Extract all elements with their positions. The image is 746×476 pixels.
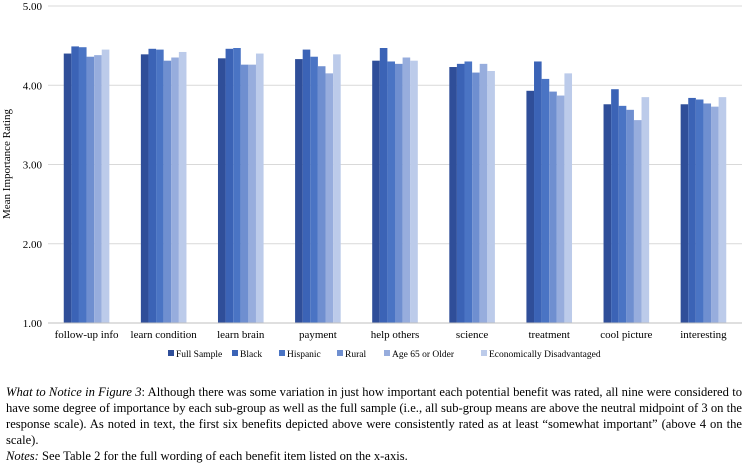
bar-chart: 1.00 2.00 3.00 4.00 5.00 Mean Importance Rat… (1, 1, 742, 360)
y-tick-label: 3.00 (23, 160, 43, 172)
y-tick-label: 1.00 (23, 318, 43, 330)
notes-lead: Notes: (6, 449, 39, 463)
bar (94, 55, 102, 323)
bar (156, 49, 164, 324)
legend-label: Age 65 or Older (392, 350, 455, 360)
x-tick-label: interesting (680, 329, 727, 341)
bar (456, 63, 465, 323)
bar (626, 109, 634, 323)
bar (410, 60, 418, 324)
notice-body: : Although there was some variation in j… (6, 385, 743, 447)
bar (171, 57, 179, 323)
bar (549, 91, 557, 323)
bar (695, 99, 704, 323)
bar (449, 67, 457, 324)
bar (255, 53, 264, 324)
legend-label: Economically Disadvantaged (489, 350, 601, 360)
bar (63, 53, 72, 324)
bar (148, 48, 157, 324)
bar (402, 57, 411, 323)
bar (140, 54, 149, 323)
x-tick-label: help others (371, 329, 420, 341)
bar (333, 54, 341, 323)
figure-caption: What to Notice in Figure 3: Although the… (6, 384, 742, 464)
bar (641, 97, 650, 323)
legend-label: Black (240, 350, 262, 360)
bar (534, 61, 542, 323)
bar (541, 78, 550, 323)
bar (395, 63, 403, 323)
x-tick-label: learn condition (131, 329, 198, 341)
legend-swatch (232, 350, 238, 356)
bar (178, 51, 187, 324)
notes-paragraph: Notes: See Table 2 for the full wording … (6, 448, 742, 464)
y-tick-label: 4.00 (23, 80, 43, 92)
x-tick-label: treatment (528, 329, 570, 341)
x-tick-label: learn brain (217, 329, 265, 341)
notice-lead: What to Notice in Figure 3 (6, 385, 142, 399)
bar (233, 48, 241, 323)
bar (295, 59, 303, 323)
bar (680, 104, 689, 324)
bar (688, 97, 696, 324)
bar (325, 73, 334, 323)
bar (71, 46, 79, 323)
bar (302, 49, 311, 324)
legend-label: Rural (345, 350, 366, 360)
bar (703, 103, 712, 323)
bar (78, 47, 87, 324)
bar (487, 70, 495, 323)
y-tick-label: 5.00 (23, 1, 43, 13)
x-tick-label: follow-up info (55, 329, 119, 341)
bar (248, 64, 256, 324)
bar (603, 104, 612, 324)
y-tick-label: 2.00 (23, 239, 43, 251)
notice-paragraph: What to Notice in Figure 3: Although the… (6, 384, 742, 448)
bar (379, 48, 388, 323)
legend-label: Hispanic (287, 350, 321, 360)
bar (225, 48, 234, 324)
bar (526, 90, 535, 323)
bar (556, 95, 565, 324)
bar (86, 56, 95, 323)
bar (310, 56, 318, 323)
x-tick-label: payment (299, 329, 337, 341)
bar (464, 61, 473, 323)
legend-swatch (384, 350, 390, 356)
legend-label: Full Sample (176, 350, 222, 360)
bar (611, 89, 619, 324)
y-axis: 1.00 2.00 3.00 4.00 5.00 (23, 1, 43, 330)
bar (633, 120, 642, 324)
bar (479, 63, 488, 323)
bar (618, 105, 627, 323)
legend-swatch (168, 350, 174, 356)
bar (711, 106, 719, 324)
x-axis: follow-up info learn condition learn brain… (48, 322, 742, 341)
bar (564, 73, 573, 323)
bar (718, 97, 727, 323)
bar (240, 64, 249, 324)
x-tick-label: science (456, 329, 488, 341)
legend-swatch (481, 350, 487, 356)
y-axis-label: Mean Importance Rating (1, 109, 13, 219)
bar (163, 60, 172, 324)
bar (101, 49, 110, 324)
x-tick-label: cool picture (600, 329, 652, 341)
bars (63, 46, 727, 324)
legend-swatch (337, 350, 343, 356)
legend-swatch (279, 350, 285, 356)
bar (472, 72, 480, 323)
bar (217, 58, 226, 324)
legend: Full Sample Black Hispanic Rural Age 65 or O… (168, 350, 601, 360)
bar (317, 66, 326, 323)
bar (372, 60, 380, 324)
notes-body: See Table 2 for the full wording of each… (38, 449, 408, 463)
bar (387, 61, 395, 323)
